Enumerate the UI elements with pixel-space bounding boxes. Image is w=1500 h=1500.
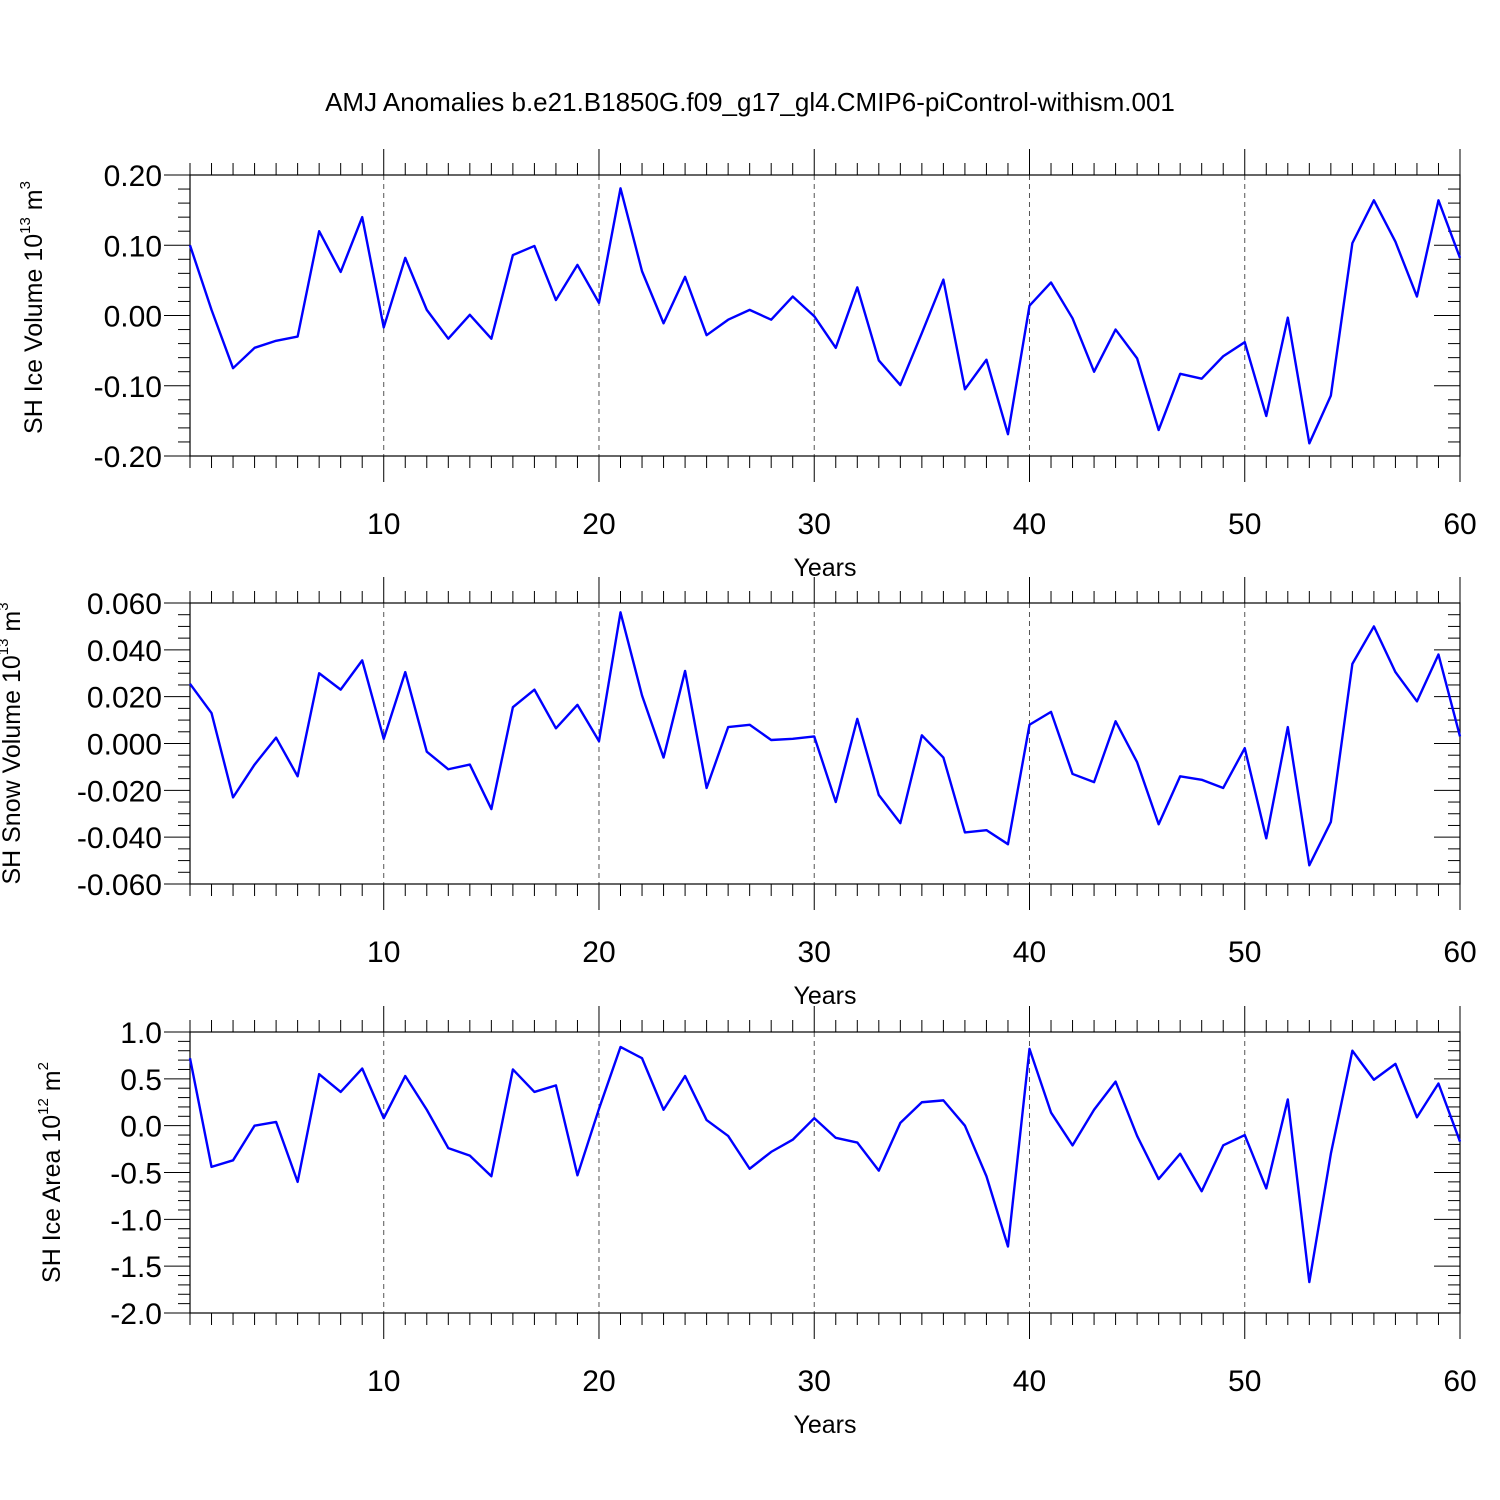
- x-tick-label: 10: [367, 508, 400, 541]
- y-tick-label: 0.000: [87, 729, 162, 762]
- y-tick-label: 0.020: [87, 682, 162, 715]
- y-axis-label-unit-exponent: 3: [17, 181, 34, 189]
- y-tick-label: -2.0: [110, 1298, 162, 1331]
- axis-ticks: [164, 577, 1461, 910]
- x-axis-label: Years: [793, 554, 856, 582]
- x-tick-label: 50: [1228, 508, 1261, 541]
- x-grid-lines: [383, 603, 1246, 884]
- y-axis-label-unit: m: [20, 189, 48, 217]
- y-axis-label-unit: m: [38, 1070, 66, 1098]
- x-axis-label: Years: [793, 1411, 856, 1439]
- y-tick-label: -0.5: [110, 1158, 162, 1191]
- y-axis-label-unit-exponent: 3: [0, 602, 12, 610]
- y-tick-labels: 0.060 0.040 0.020 0.000 -0.020 -0.040 -0.060: [77, 588, 162, 902]
- y-tick-label: 1.0: [120, 1017, 162, 1050]
- x-tick-label: 60: [1443, 1365, 1476, 1398]
- x-tick-label: 30: [798, 508, 831, 541]
- x-tick-label: 10: [367, 1365, 400, 1398]
- y-tick-label: -0.020: [77, 775, 162, 808]
- y-axis-label-exponent: 13: [0, 639, 12, 656]
- y-tick-label: 0.0: [120, 1111, 162, 1144]
- x-tick-label: 60: [1443, 508, 1476, 541]
- y-axis-label-main: SH Ice Volume 10: [20, 234, 48, 434]
- panel-snow-volume: 0.060 0.040 0.020 0.000 -0.020 -0.040 -0.060 1…: [0, 577, 1477, 1010]
- plot-frame: [189, 602, 1461, 885]
- y-tick-labels: 0.20 0.10 0.00 -0.10 -0.20: [94, 160, 162, 474]
- x-tick-label: 30: [798, 1365, 831, 1398]
- y-axis-label-unit-exponent: 2: [35, 1062, 52, 1070]
- x-tick-label: 40: [1013, 508, 1046, 541]
- x-tick-label: 40: [1013, 1365, 1046, 1398]
- y-axis-label-exponent: 12: [35, 1098, 52, 1115]
- y-axis-label-main: SH Snow Volume 10: [0, 655, 26, 884]
- axis-ticks: [164, 149, 1461, 482]
- y-tick-label: 0.060: [87, 588, 162, 621]
- x-tick-label: 20: [582, 936, 615, 969]
- plot-frame: [189, 1031, 1461, 1314]
- x-tick-label: 60: [1443, 936, 1476, 969]
- y-axis-label-exponent: 13: [17, 217, 34, 234]
- y-axis-label: SH Snow Volume 1013 m3: [0, 602, 26, 884]
- y-tick-labels: 1.0 0.5 0.0 -0.5 -1.0 -1.5 -2.0: [110, 1017, 162, 1331]
- x-tick-labels: 10 20 30 40 50 60: [367, 508, 1477, 541]
- series-line-snow-volume: [189, 611, 1462, 867]
- y-tick-label: -1.0: [110, 1204, 162, 1237]
- y-tick-label: 0.040: [87, 635, 162, 668]
- x-tick-label: 40: [1013, 936, 1046, 969]
- figure-title: AMJ Anomalies b.e21.B1850G.f09_g17_gl4.C…: [325, 87, 1175, 117]
- x-axis-label: Years: [793, 982, 856, 1010]
- x-tick-label: 20: [582, 1365, 615, 1398]
- series-line-ice-area: [188, 1045, 1462, 1284]
- y-tick-label: -0.060: [77, 869, 162, 902]
- y-tick-label: -0.20: [94, 441, 162, 474]
- y-tick-label: 0.20: [104, 160, 162, 193]
- y-axis-label-unit: m: [0, 611, 26, 639]
- x-tick-label: 50: [1228, 1365, 1261, 1398]
- y-tick-label: -0.040: [77, 822, 162, 855]
- plot-frame: [189, 174, 1461, 457]
- panel-ice-volume: 0.20 0.10 0.00 -0.10 -0.20 10 20 30 40 50 60 Year…: [17, 149, 1477, 582]
- y-tick-label: -1.5: [110, 1251, 162, 1284]
- y-axis-label-main: SH Ice Area 10: [38, 1115, 66, 1283]
- x-tick-label: 50: [1228, 936, 1261, 969]
- x-grid-lines: [383, 1032, 1246, 1313]
- x-tick-label: 20: [582, 508, 615, 541]
- y-axis-label: SH Ice Area 1012 m2: [35, 1062, 66, 1283]
- y-tick-label: 0.10: [104, 230, 162, 263]
- axis-ticks: [164, 1006, 1461, 1339]
- x-grid-lines: [383, 175, 1246, 456]
- y-tick-label: -0.10: [94, 371, 162, 404]
- y-axis-label: SH Ice Volume 1013 m3: [17, 181, 48, 434]
- x-tick-label: 10: [367, 936, 400, 969]
- y-tick-label: 0.00: [104, 301, 162, 334]
- panel-ice-area: 1.0 0.5 0.0 -0.5 -1.0 -1.5 -2.0 10 20 30 40 50 60 Y…: [35, 1006, 1477, 1439]
- x-tick-labels: 10 20 30 40 50 60: [367, 1365, 1477, 1398]
- x-tick-labels: 10 20 30 40 50 60: [367, 936, 1477, 969]
- x-tick-label: 30: [798, 936, 831, 969]
- y-tick-label: 0.5: [120, 1064, 162, 1097]
- series-line-ice-volume: [188, 187, 1462, 445]
